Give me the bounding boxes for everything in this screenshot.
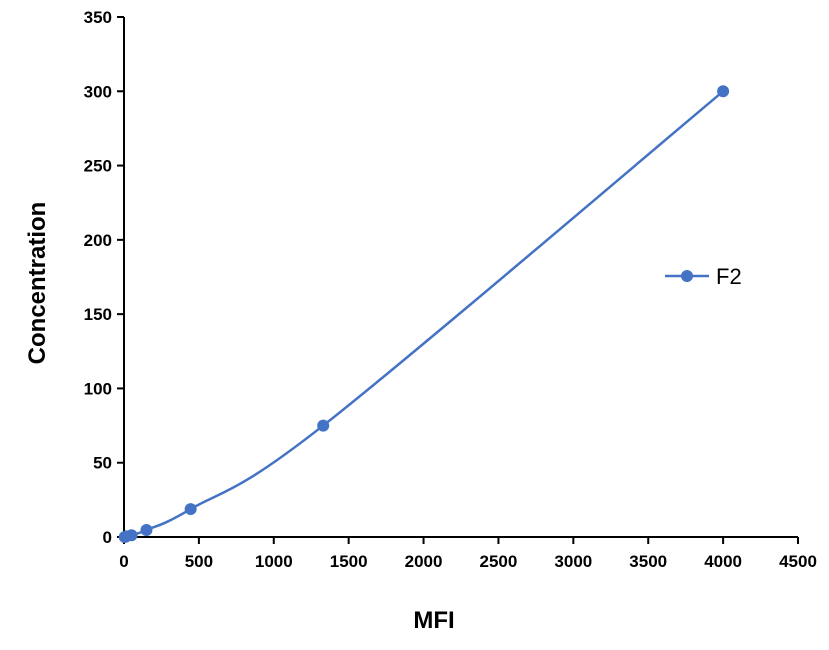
legend: F2	[665, 264, 742, 289]
y-tick-label: 350	[84, 8, 112, 27]
axes	[123, 17, 798, 538]
legend-label: F2	[716, 264, 742, 289]
x-tick-label: 2000	[405, 552, 443, 571]
x-tick-label: 0	[119, 552, 128, 571]
x-tick-label: 2500	[480, 552, 518, 571]
series-line-f2	[124, 90, 724, 539]
y-tick-label: 150	[84, 305, 112, 324]
data-point	[140, 524, 153, 537]
y-tick-label: 0	[103, 528, 112, 547]
x-tick-label: 3500	[629, 552, 667, 571]
x-axis-title: MFI	[413, 607, 454, 634]
x-tick-label: 3000	[554, 552, 592, 571]
x-tick-label: 4000	[704, 552, 742, 571]
data-point	[317, 419, 330, 432]
y-tick-label: 300	[84, 82, 112, 101]
legend-marker	[681, 270, 693, 282]
y-tick-label: 250	[84, 157, 112, 176]
series	[118, 85, 730, 543]
x-tick-label: 500	[185, 552, 213, 571]
x-tick-label: 1500	[330, 552, 368, 571]
x-tick-label: 4500	[779, 552, 817, 571]
y-tick-label: 50	[93, 454, 112, 473]
y-axis-title: Concentration	[24, 202, 51, 365]
y-tick-label: 200	[84, 231, 112, 250]
data-point	[717, 85, 730, 98]
x-axis-ticks: 0 500 1000 1500 2000 2500 3000 3500 4000 4500	[119, 537, 817, 571]
y-tick-label: 100	[84, 379, 112, 398]
x-tick-label: 1000	[255, 552, 293, 571]
data-point	[184, 503, 197, 516]
data-point	[125, 529, 138, 542]
y-axis-ticks: 0 50 100 150 200 250 300 350	[84, 8, 124, 547]
